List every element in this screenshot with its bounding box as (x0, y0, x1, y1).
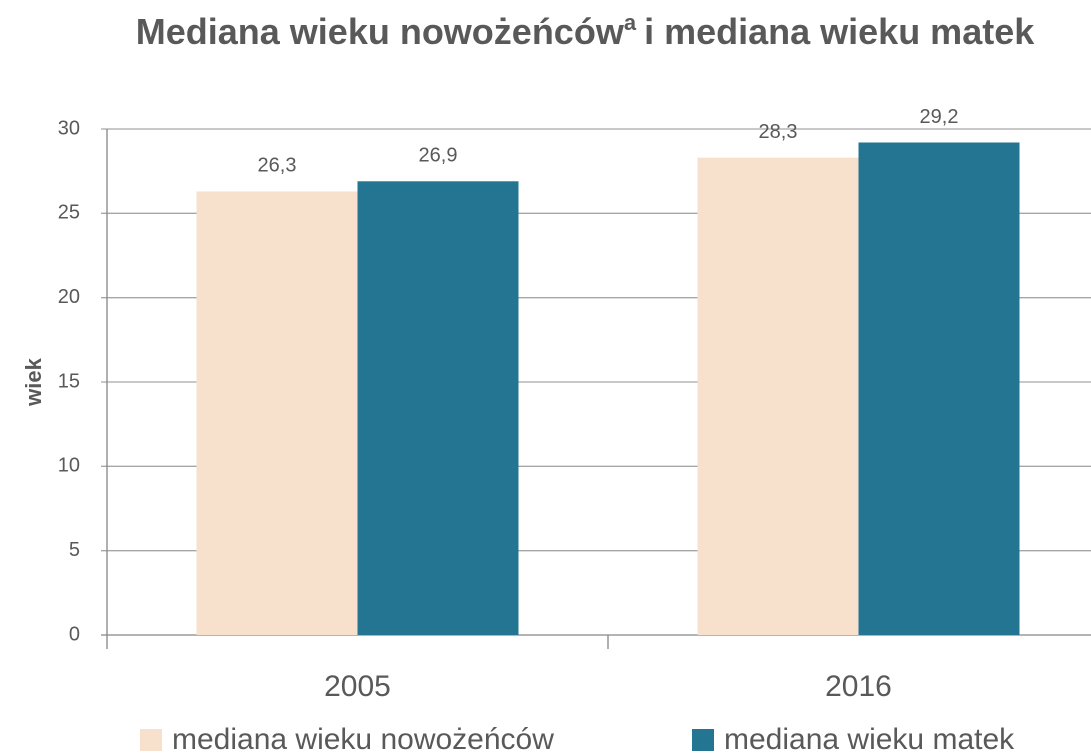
legend-swatch (692, 729, 714, 751)
title-rest: i mediana wieku matek (644, 11, 1035, 52)
bar (697, 157, 859, 635)
y-tick-label: 25 (58, 202, 80, 224)
value-label: 28,3 (759, 121, 798, 143)
y-tick-label: 5 (69, 539, 80, 561)
legend-label: mediana wieku nowożeńców (172, 723, 554, 754)
value-label: 26,9 (419, 145, 458, 167)
y-tick-label: 15 (58, 370, 80, 392)
value-label: 26,3 (258, 155, 297, 177)
title-main: Mediana wieku nowożeńców (135, 11, 624, 52)
x-tick-label: 2016 (825, 670, 892, 703)
y-tick-label: 10 (58, 455, 80, 477)
y-tick-label: 0 (69, 623, 80, 645)
bar (858, 142, 1020, 635)
legend-swatch (140, 729, 162, 751)
y-tick-label: 20 (58, 286, 80, 308)
bar (357, 181, 519, 635)
chart-title: Mediana wieku nowożeńcówa i mediana wieku… (135, 6, 1035, 58)
legend-label: mediana wieku matek (724, 723, 1015, 754)
value-label: 29,2 (920, 106, 959, 128)
bar (196, 191, 358, 635)
x-tick-label: 2005 (324, 670, 391, 703)
y-axis-label: wiek (21, 357, 46, 406)
y-tick-label: 30 (58, 117, 80, 139)
title-superscript: a (623, 10, 637, 35)
